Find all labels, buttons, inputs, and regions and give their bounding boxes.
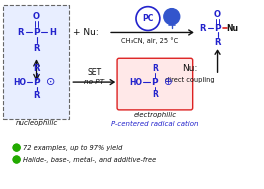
Text: HO: HO — [129, 78, 143, 87]
Circle shape — [164, 9, 180, 25]
Text: PC: PC — [142, 14, 154, 23]
Text: R: R — [33, 91, 40, 101]
Text: R: R — [214, 38, 221, 47]
Text: + Nu:: + Nu: — [73, 28, 99, 37]
Text: SET: SET — [87, 68, 101, 77]
Text: ⊙: ⊙ — [46, 77, 55, 87]
Text: R: R — [17, 28, 24, 37]
Text: P-centered radical cation: P-centered radical cation — [111, 121, 199, 127]
Text: HO: HO — [13, 78, 26, 87]
FancyBboxPatch shape — [3, 5, 69, 119]
Text: R: R — [33, 44, 40, 53]
Text: P: P — [33, 28, 40, 37]
Text: 72 examples, up to 97% yield: 72 examples, up to 97% yield — [23, 145, 122, 151]
Text: Nu: Nu — [227, 24, 238, 33]
Text: P: P — [33, 78, 40, 87]
Text: R: R — [152, 91, 158, 99]
Text: Halide-, base-, metal-, and additive-free: Halide-, base-, metal-, and additive-fre… — [23, 156, 156, 163]
Text: Nu:: Nu: — [182, 64, 197, 73]
Text: R: R — [152, 64, 158, 73]
Text: R: R — [33, 64, 40, 73]
Text: ⊕: ⊕ — [163, 77, 172, 87]
Text: O: O — [33, 12, 40, 21]
Text: P: P — [214, 24, 221, 33]
Text: P: P — [152, 78, 158, 87]
Circle shape — [13, 156, 20, 163]
Text: electrophilic: electrophilic — [133, 112, 176, 118]
Circle shape — [13, 144, 20, 151]
FancyBboxPatch shape — [117, 58, 193, 110]
Text: CH₃CN, air, 25 °C: CH₃CN, air, 25 °C — [121, 37, 178, 44]
Text: O: O — [214, 10, 221, 19]
Text: no PT: no PT — [84, 79, 104, 85]
Text: H: H — [49, 28, 56, 37]
Text: nucleophilic: nucleophilic — [15, 120, 58, 126]
Text: direct coupling: direct coupling — [165, 77, 215, 83]
Text: R: R — [199, 24, 206, 33]
